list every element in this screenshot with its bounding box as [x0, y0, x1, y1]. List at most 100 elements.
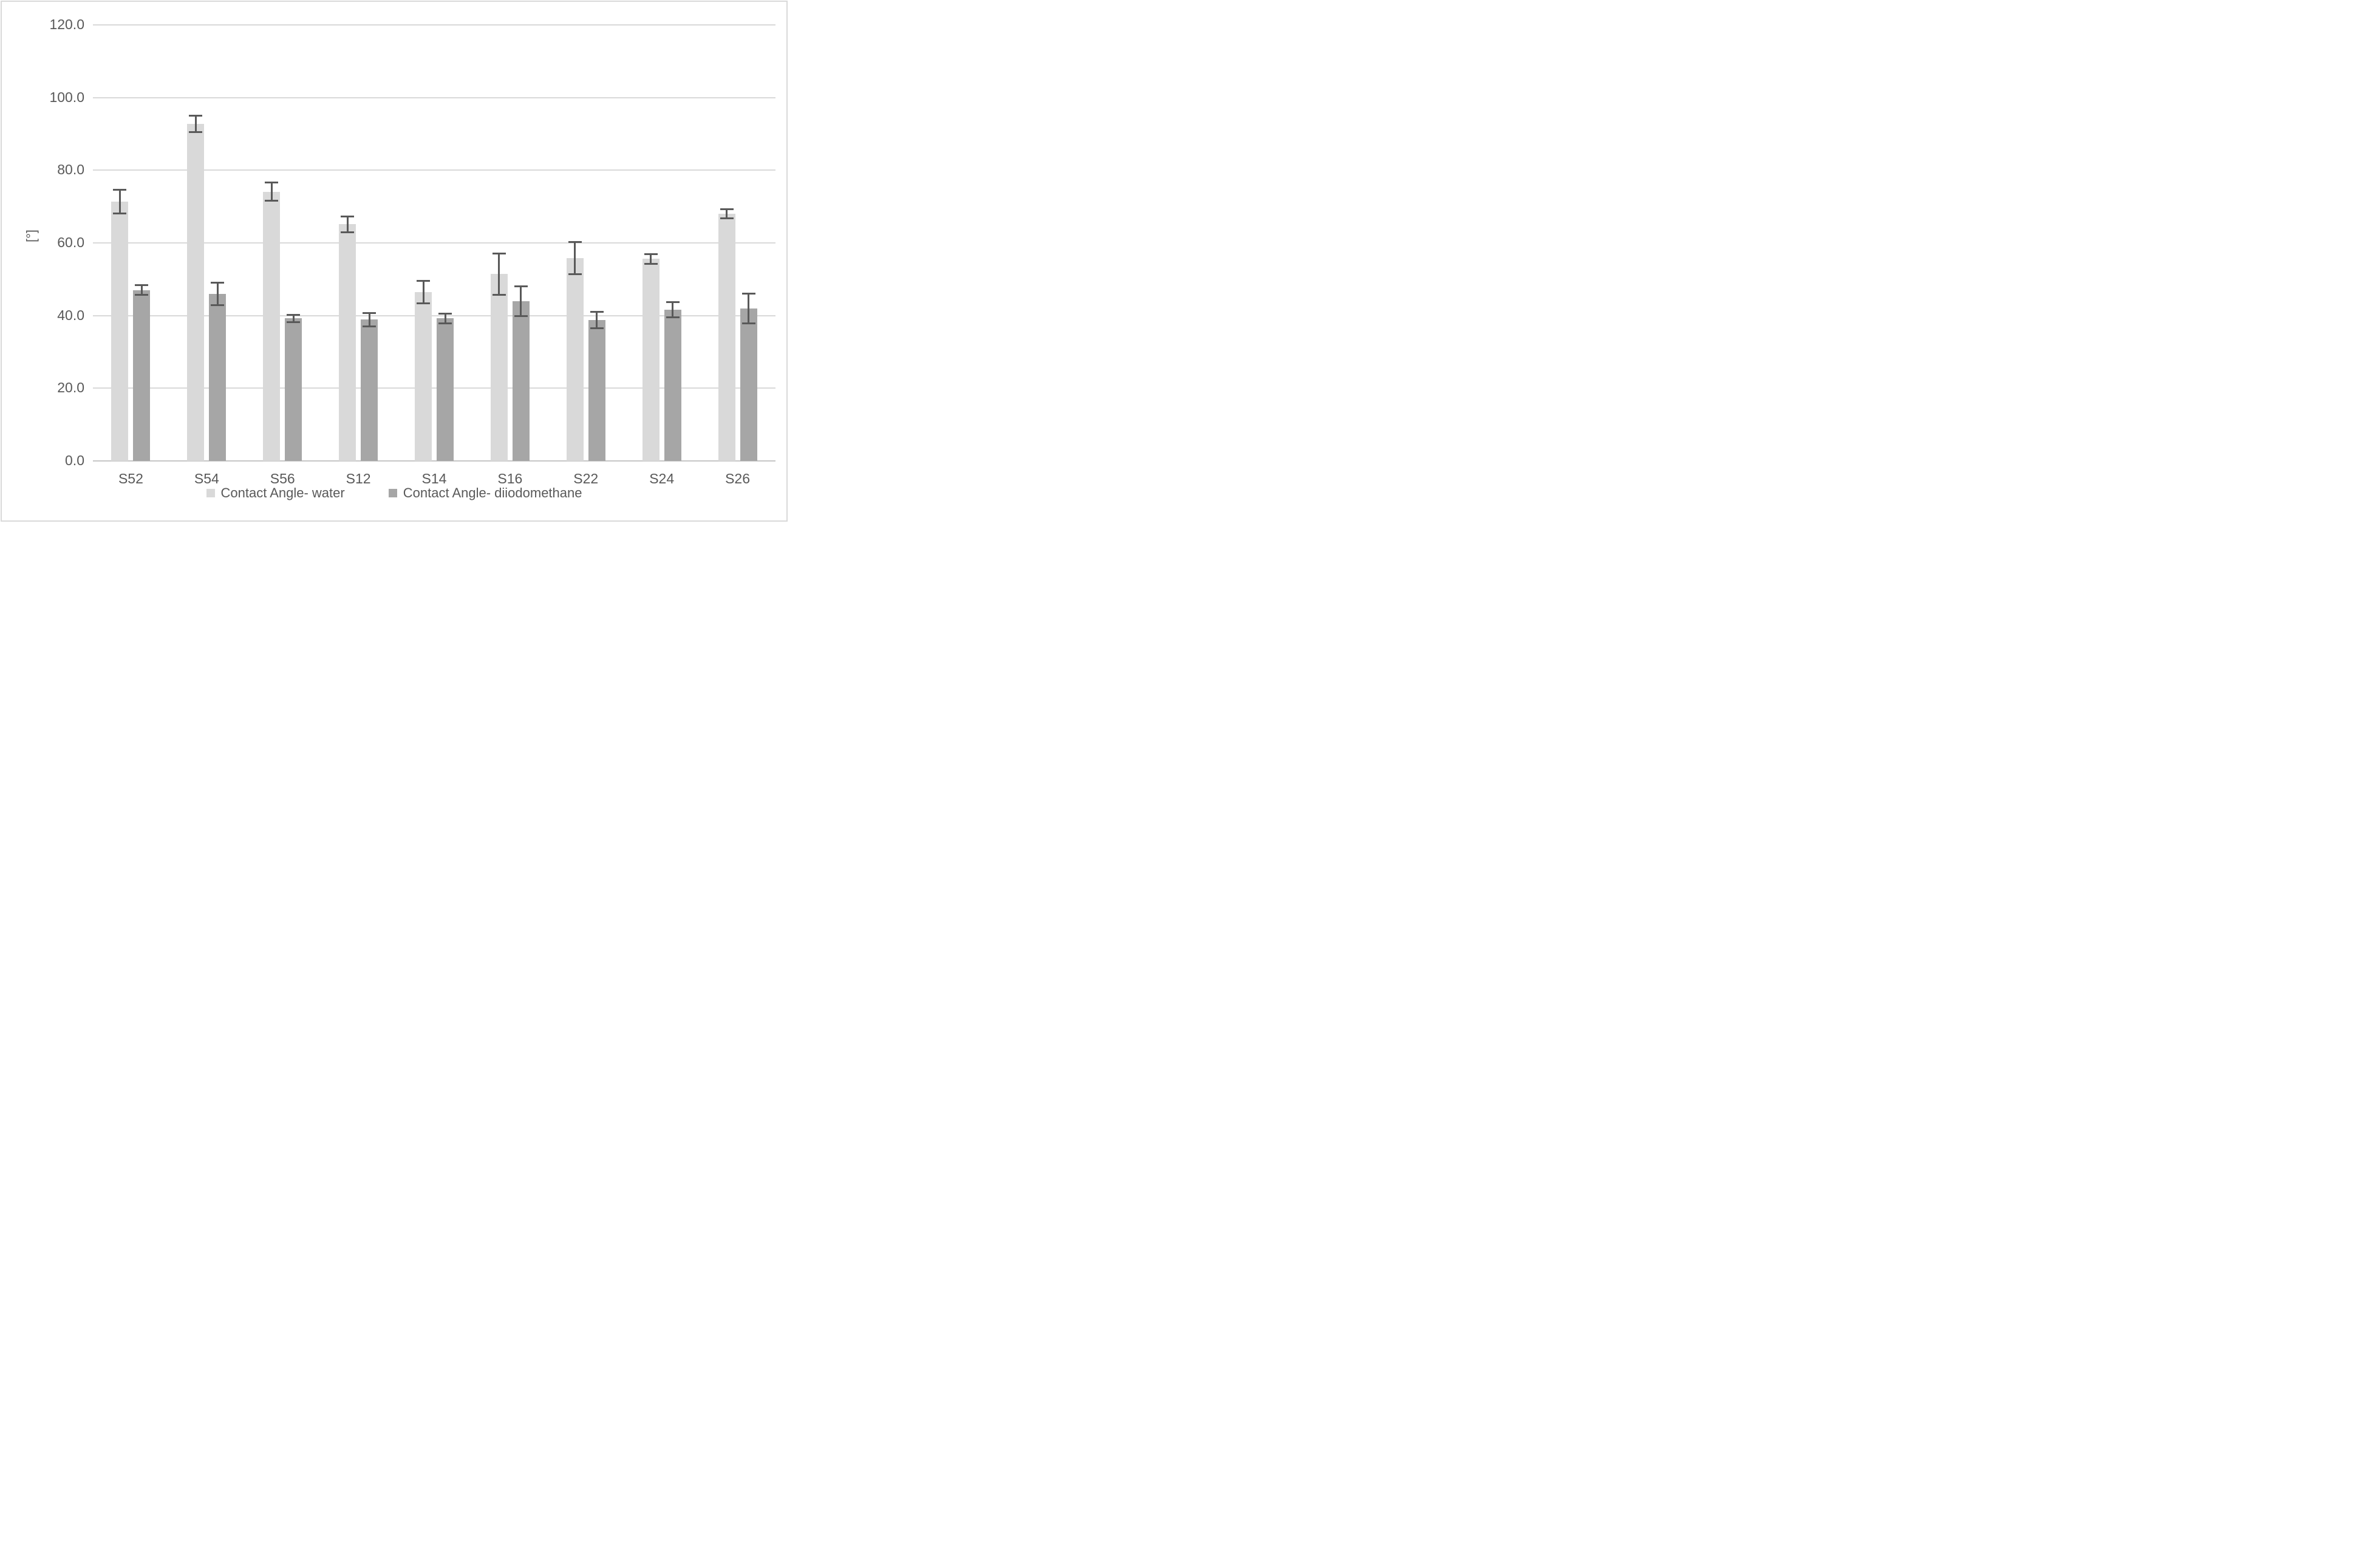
y-tick-label: 60.0: [57, 234, 84, 250]
error-bar-stem: [498, 253, 500, 295]
error-bar-cap-bottom: [514, 315, 528, 318]
legend-swatch-water: [206, 489, 215, 497]
bar-water-S12: [339, 224, 356, 461]
error-bar-cap-top: [492, 253, 506, 255]
y-tick-label: 120.0: [49, 16, 84, 32]
gridline-20: [93, 387, 775, 389]
bar-diiodomethane-S16: [512, 301, 530, 461]
error-bar-cap-bottom: [741, 322, 755, 324]
error-bar-stem: [520, 286, 522, 317]
x-tick-label-S26: S26: [725, 471, 751, 486]
x-tick-label-S52: S52: [118, 471, 143, 486]
bar-diiodomethane-S22: [588, 319, 605, 461]
legend-swatch-diiodomethane: [388, 489, 397, 497]
error-bar-cap-top: [644, 253, 658, 255]
gridline-100: [93, 97, 775, 98]
x-axis-line: [93, 460, 775, 462]
error-bar-stem: [748, 293, 750, 324]
error-bar-cap-bottom: [666, 316, 680, 319]
x-tick-label-S16: S16: [497, 471, 523, 486]
bar-water-S26: [718, 214, 735, 461]
bar-diiodomethane-S12: [361, 319, 378, 461]
bar-water-S52: [111, 201, 129, 461]
error-bar-stem: [118, 189, 121, 214]
error-bar-stem: [726, 209, 728, 219]
bar-water-S16: [490, 274, 508, 461]
error-bar-stem: [650, 253, 652, 264]
error-bar-cap-top: [363, 312, 377, 314]
error-bar-cap-bottom: [438, 322, 452, 324]
error-bar-stem: [270, 182, 273, 202]
bar-diiodomethane-S56: [285, 318, 302, 461]
legend-label: Contact Angle- diiodomethane: [403, 485, 582, 500]
bar-water-S22: [566, 258, 584, 461]
error-bar-stem: [140, 285, 143, 296]
error-bar-stem: [292, 314, 295, 323]
x-tick-label-S24: S24: [649, 471, 675, 486]
error-bar-cap-bottom: [287, 321, 301, 324]
error-bar-cap-bottom: [720, 217, 734, 219]
error-bar-cap-top: [211, 281, 225, 284]
error-bar-cap-bottom: [189, 131, 203, 133]
x-tick-label-S14: S14: [421, 471, 447, 486]
bar-diiodomethane-S54: [209, 293, 227, 461]
y-tick-label: 0.0: [65, 452, 84, 468]
legend: Contact Angle- water Contact Angle- diiod…: [2, 485, 786, 501]
bar-diiodomethane-S14: [437, 318, 454, 461]
error-bar-cap-top: [741, 292, 755, 295]
gridline-60: [93, 242, 775, 244]
legend-item-diiodomethane: Contact Angle- diiodomethane: [388, 485, 582, 501]
error-bar-cap-top: [514, 285, 528, 288]
error-bar-cap-bottom: [417, 302, 430, 304]
bar-water-S56: [263, 191, 281, 461]
error-bar-cap-bottom: [492, 293, 506, 296]
error-bar-cap-bottom: [568, 273, 582, 276]
y-tick-label: 40.0: [57, 307, 84, 323]
bar-diiodomethane-S24: [664, 310, 681, 461]
error-bar-cap-top: [265, 182, 279, 184]
error-bar-cap-bottom: [113, 212, 127, 214]
error-bar-cap-top: [568, 241, 582, 244]
y-tick-label: 100.0: [49, 89, 84, 105]
error-bar-stem: [368, 312, 370, 327]
x-tick-label-S54: S54: [194, 471, 219, 486]
legend-label: Contact Angle- water: [220, 485, 345, 500]
error-bar-cap-bottom: [644, 262, 658, 265]
error-bar-cap-top: [135, 284, 149, 287]
error-bar-cap-bottom: [211, 304, 225, 306]
bar-diiodomethane-S26: [740, 308, 757, 461]
bar-water-S24: [642, 259, 660, 461]
error-bar-cap-top: [341, 215, 355, 217]
error-bar-stem: [672, 301, 674, 318]
error-bar-cap-top: [666, 301, 680, 303]
error-bar-cap-top: [720, 208, 734, 211]
bar-water-S14: [415, 291, 432, 461]
error-bar-cap-top: [113, 189, 127, 191]
bar-diiodomethane-S52: [133, 290, 151, 461]
gridline-40: [93, 315, 775, 316]
error-bar-cap-bottom: [590, 327, 604, 329]
y-tick-label: 20.0: [57, 380, 84, 396]
error-bar-cap-bottom: [265, 200, 279, 202]
error-bar-stem: [444, 313, 446, 324]
error-bar-cap-top: [590, 311, 604, 313]
bar-water-S54: [187, 123, 205, 461]
x-tick-label-S22: S22: [573, 471, 599, 486]
error-bar-cap-top: [417, 279, 430, 282]
error-bar-cap-top: [287, 313, 301, 316]
error-bar-stem: [216, 282, 219, 305]
error-bar-cap-top: [189, 114, 203, 117]
error-bar-stem: [346, 216, 349, 233]
contact-angle-bar-chart: [°] 0.0 20.0 40.0 60.0 80.0 100.0 120.0 S52 S54 S…: [1, 1, 788, 522]
gridline-120: [93, 24, 775, 26]
error-bar-cap-top: [438, 313, 452, 315]
error-bar-cap-bottom: [135, 294, 149, 296]
error-bar-cap-bottom: [363, 325, 377, 327]
plot-area: 0.0 20.0 40.0 60.0 80.0 100.0 120.0 S52 S54 S56 S1…: [2, 2, 786, 520]
error-bar-stem: [596, 312, 598, 329]
x-tick-label-S12: S12: [346, 471, 371, 486]
legend-item-water: Contact Angle- water: [206, 485, 345, 501]
gridline-80: [93, 169, 775, 171]
y-tick-label: 80.0: [57, 162, 84, 178]
error-bar-cap-bottom: [341, 231, 355, 234]
